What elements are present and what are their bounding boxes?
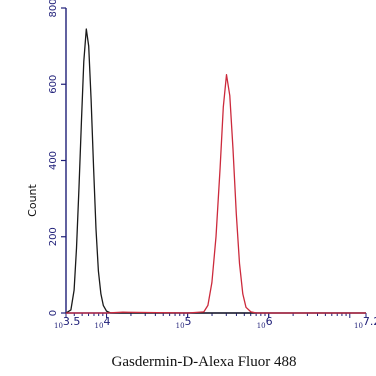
x-tick-base: 10 <box>257 322 266 330</box>
series-line-2 <box>66 74 366 314</box>
x-tick-base: 10 <box>95 322 104 330</box>
y-tick-label: 800 <box>48 0 59 18</box>
x-tick-exponent: 4 <box>103 315 110 328</box>
x-tick-label: 103.5 <box>54 315 80 330</box>
y-tick-label: 200 <box>48 227 59 246</box>
axes <box>65 8 366 314</box>
x-tick-label: 106 <box>257 315 273 330</box>
x-tick-label: 107.2 <box>354 315 376 330</box>
x-tick-exponent: 6 <box>266 315 273 328</box>
series-group <box>65 28 366 314</box>
y-axis-label: Count <box>26 183 39 216</box>
x-axis-label: Gasdermin-D-Alexa Fluor 488 <box>112 354 297 370</box>
x-tick-base: 10 <box>176 322 185 330</box>
x-tick-label: 105 <box>176 315 192 330</box>
y-tick-label: 600 <box>48 75 59 94</box>
x-tick-label: 104 <box>95 315 111 330</box>
y-tick-label: 400 <box>48 151 59 170</box>
y-tick-label: 0 <box>48 310 59 316</box>
y-ticks: 0 200 400 600 800 <box>48 0 66 316</box>
x-tick-base: 10 <box>54 322 63 330</box>
x-tick-exponent: 3.5 <box>63 315 81 328</box>
x-tick-exponent: 7.2 <box>363 315 376 328</box>
series-line-1 <box>65 28 366 314</box>
x-tick-exponent: 5 <box>185 315 192 328</box>
x-tick-base: 10 <box>354 322 363 330</box>
